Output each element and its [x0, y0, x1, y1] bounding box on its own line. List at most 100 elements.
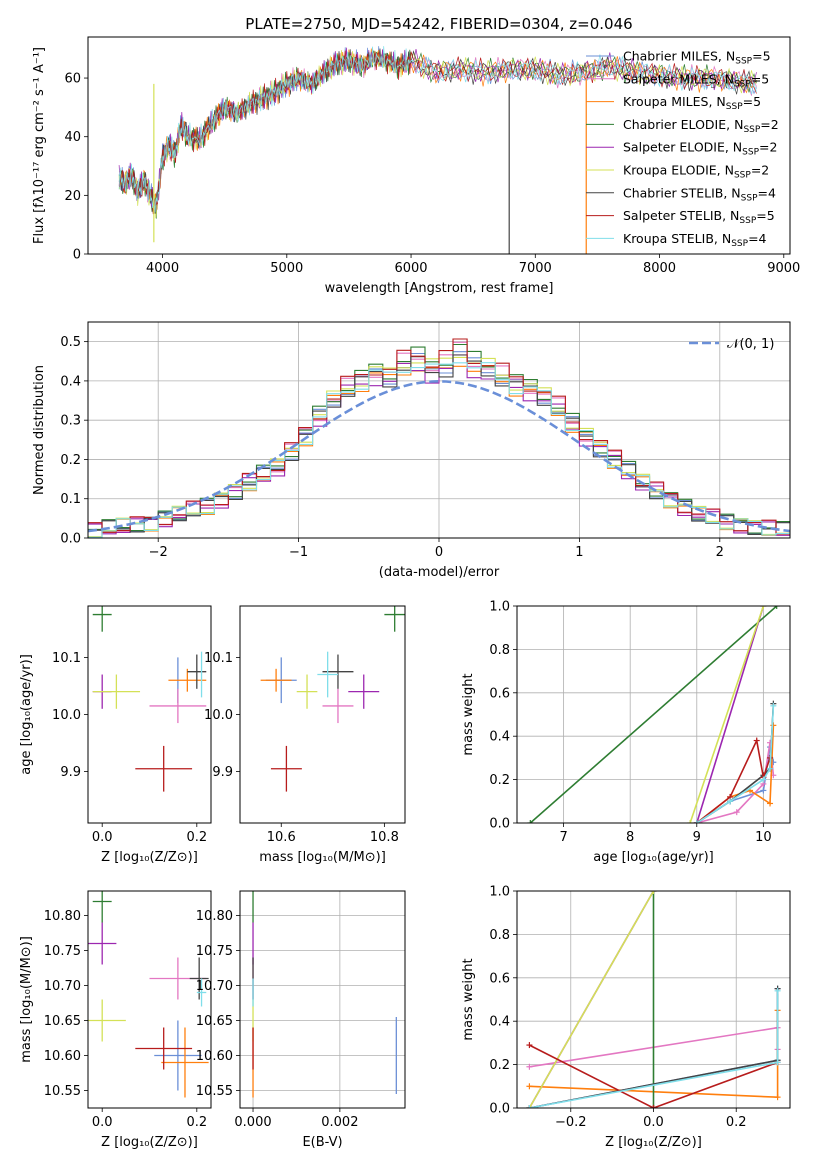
x-tick-label: 0.0	[643, 1115, 664, 1130]
x-axis-label: Z [log₁₀(Z/Z⊙)]	[101, 1135, 198, 1150]
legend-entry: Chabrier STELIB, NSSP=4	[623, 185, 776, 203]
y-tick-label: 10.75	[196, 944, 233, 959]
age-vs-mass-panel: 10.6 10.8 9.9 10.0 10.1 mass [log₁₀(M/M⊙)]	[204, 605, 406, 865]
x-tick-label: 10.6	[267, 830, 296, 845]
x-axis-label: (data-model)/error	[379, 565, 500, 580]
axes-frame	[516, 605, 791, 824]
y-tick-label: 0.3	[60, 414, 81, 429]
age-vs-mass-plot-area	[260, 606, 405, 792]
y-tick-label: 1.0	[489, 885, 510, 900]
y-tick-label: 0.2	[489, 773, 510, 788]
x-tick-label: 10	[755, 830, 772, 845]
mass-vs-EBV-plot-area	[252, 891, 397, 1098]
y-tick-label: 0.5	[60, 335, 81, 350]
x-tick-label: −0.2	[555, 1115, 587, 1130]
x-tick-label: 1	[575, 545, 583, 560]
spectrum-panel: 4000 5000 6000 7000 8000 9000 0 20 40 60 wavelengt…	[32, 36, 800, 296]
x-tick-label: 5000	[270, 261, 303, 276]
y-tick-label: 10.0	[204, 708, 233, 723]
y-tick-label: 0.2	[489, 1058, 510, 1073]
histogram-legend: 𝒩(0, 1)	[689, 337, 774, 352]
histogram-series-step	[88, 338, 790, 535]
y-tick-label: 0.4	[489, 1015, 510, 1030]
y-tick-label: 10.1	[204, 651, 233, 666]
x-tick-label: 8	[626, 830, 634, 845]
x-tick-label: −2	[149, 545, 168, 560]
weight-series-line	[696, 703, 775, 823]
y-tick-label: 0.6	[489, 971, 510, 986]
x-tick-label: 9	[693, 830, 701, 845]
legend-entry: Chabrier ELODIE, NSSP=2	[623, 117, 779, 135]
x-axis-label: Z [log₁₀(Z/Z⊙)]	[101, 850, 198, 865]
x-tick-label: 0.2	[186, 830, 207, 845]
x-tick-label: 7000	[519, 261, 552, 276]
mass-vs-EBV-panel: 0.000 0.002 10.55 10.60 10.65 10.70 10.75 10.80…	[196, 890, 406, 1150]
y-tick-label: 10.80	[196, 909, 233, 924]
weight-series-line	[696, 606, 765, 823]
x-tick-label: 2	[716, 545, 724, 560]
y-tick-label: 10.80	[44, 909, 81, 924]
x-tick-label: 9000	[767, 261, 800, 276]
axes-frame	[239, 890, 406, 1109]
y-axis-label: mass weight	[461, 673, 476, 755]
axes-frame	[239, 605, 406, 824]
y-tick-label: 10.55	[44, 1084, 81, 1099]
x-tick-label: 0.0	[92, 830, 113, 845]
x-axis-label: wavelength [Angstrom, rest frame]	[325, 281, 554, 296]
x-tick-label: 0.0	[92, 1115, 113, 1130]
weight-series-line	[696, 705, 775, 823]
y-tick-label: 10.75	[44, 944, 81, 959]
legend-entry: Kroupa ELODIE, NSSP=2	[623, 163, 769, 181]
residual-histogram-plot-area	[88, 338, 790, 538]
x-tick-label: 0.002	[321, 1115, 358, 1130]
y-tick-label: 60	[64, 72, 81, 87]
y-axis-label: mass weight	[461, 958, 476, 1040]
y-tick-label: 20	[64, 189, 81, 204]
x-axis-label: E(B-V)	[302, 1135, 342, 1150]
age-vs-Z-plot-area	[92, 606, 207, 792]
y-tick-label: 10.65	[44, 1014, 81, 1029]
x-tick-label: 8000	[643, 261, 676, 276]
spectrum-series-line	[118, 46, 757, 213]
weight-vs-Z-plot-area	[526, 891, 781, 1108]
y-tick-label: 0.6	[489, 686, 510, 701]
residual-histogram-panel: −2 −1 0 1 2 0.0 0.1 0.2 0.3 0.4 0.5 (data-model)/er…	[32, 321, 791, 580]
mass-vs-Z-plot-area	[88, 891, 209, 1098]
x-axis-label: mass [log₁₀(M/M⊙)]	[259, 850, 386, 865]
y-tick-label: 10.60	[44, 1049, 81, 1064]
x-tick-label: 7	[559, 830, 567, 845]
y-tick-label: 10.55	[196, 1084, 233, 1099]
weight-vs-age-plot-area	[527, 606, 780, 823]
y-tick-label: 0.2	[60, 453, 81, 468]
y-tick-label: 0.8	[489, 928, 510, 943]
legend-entry: 𝒩(0, 1)	[727, 337, 774, 352]
y-tick-label: 0.0	[60, 532, 81, 547]
normal-curve	[88, 379, 790, 533]
legend-entry: Kroupa MILES, NSSP=5	[623, 94, 761, 112]
x-tick-label: 0.000	[234, 1115, 271, 1130]
y-axis-label: mass [log₁₀(M/M⊙)]	[19, 936, 34, 1063]
y-axis-label: Flux [fλ10⁻¹⁷ erg cm⁻² s⁻¹ A⁻¹]	[32, 47, 47, 244]
histogram-series-step	[88, 354, 790, 535]
y-axis-label: Normed distribution	[32, 365, 47, 495]
spectrum-plot-area	[118, 46, 757, 254]
axes-frame	[87, 321, 791, 539]
axes-frame	[87, 36, 791, 255]
mass-vs-Z-panel: 0.0 0.2 10.55 10.60 10.65 10.70 10.75 10.80 Z [l…	[19, 890, 212, 1150]
y-tick-label: 10.60	[196, 1049, 233, 1064]
legend-entry: Salpeter ELODIE, NSSP=2	[623, 140, 777, 158]
y-tick-label: 0.1	[60, 492, 81, 507]
x-tick-label: 4000	[146, 261, 179, 276]
y-tick-label: 0.4	[60, 374, 81, 389]
legend-entry: Chabrier MILES, NSSP=5	[623, 49, 771, 67]
y-tick-label: 10.0	[52, 708, 81, 723]
age-vs-Z-panel: 0.0 0.2 9.9 10.0 10.1 Z [log₁₀(Z/Z⊙)] age [log…	[19, 605, 212, 865]
y-tick-label: 10.1	[52, 651, 81, 666]
y-tick-label: 10.70	[44, 979, 81, 994]
weight-series-line	[529, 606, 778, 823]
weight-series-line	[689, 606, 765, 823]
legend-entry: Salpeter STELIB, NSSP=5	[623, 208, 775, 226]
y-tick-label: 0.4	[489, 730, 510, 745]
y-axis-label: age [log₁₀(age/yr)]	[19, 654, 34, 775]
